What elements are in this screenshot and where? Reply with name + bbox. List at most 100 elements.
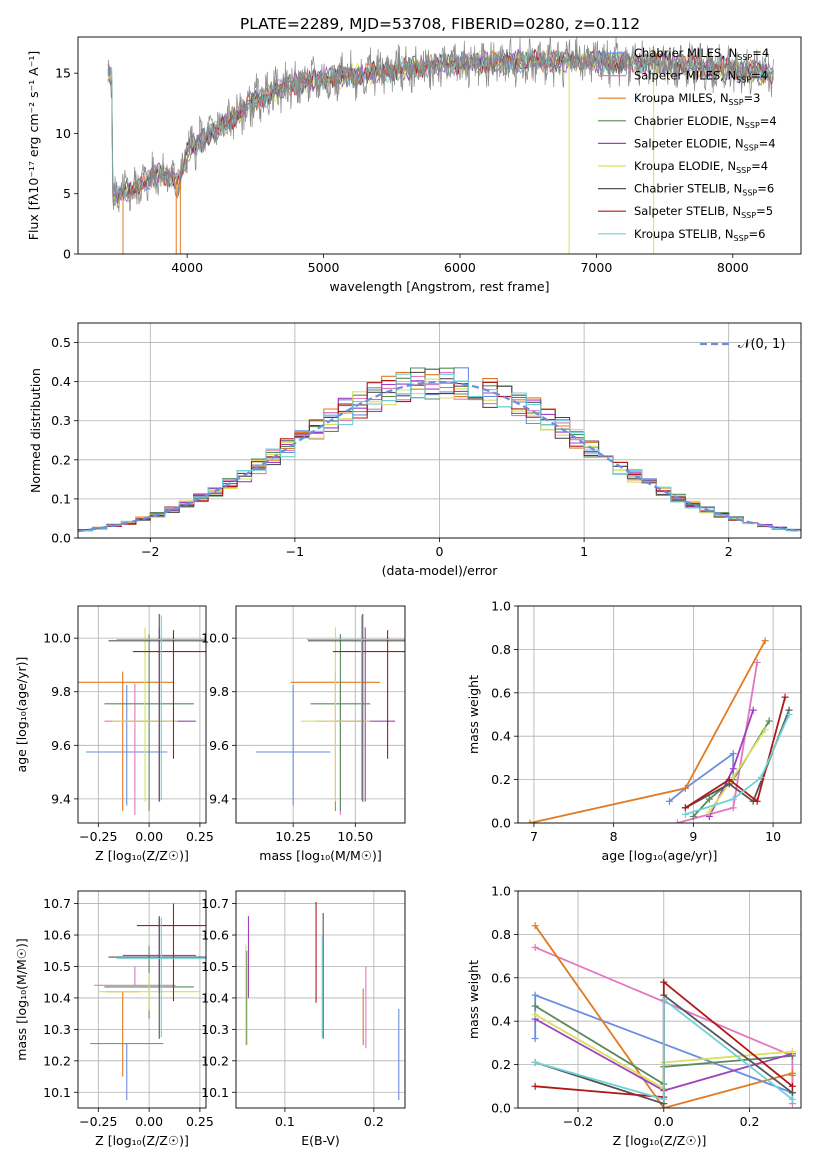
residual-histogram — [78, 378, 801, 532]
legend-label: Kroupa ELODIE, NSSP=4 — [634, 159, 768, 175]
y-axis-label: mass [log₁₀(M/M☉)] — [14, 938, 29, 1060]
y-tick-label: 10.7 — [43, 896, 71, 911]
massweight-vs-age-panel: 7 8 9 10 0.0 0.2 0.4 0.6 0.8 1.0 age [log₁₀(age/yr… — [466, 599, 802, 863]
legend-label: Chabrier ELODIE, NSSP=4 — [634, 114, 777, 130]
weight-lines — [526, 637, 793, 823]
x-axis-label: Z [log₁₀(Z/Z☉)] — [613, 1133, 707, 1148]
x-tick-label: 9 — [689, 829, 697, 844]
y-tick-label: 10.5 — [43, 959, 71, 974]
weight-line — [668, 751, 735, 802]
legend-label: Chabrier MILES, NSSP=4 — [634, 46, 769, 62]
y-tick-label: 9.4 — [209, 791, 229, 806]
massweight-vs-Z-panel: −0.2 0.0 0.2 0.0 0.2 0.4 0.6 0.8 1.0 Z [log₁₀(Z/Z… — [466, 884, 802, 1148]
y-tick-label: 0.4 — [51, 374, 71, 389]
y-tick-label: 9.8 — [51, 684, 71, 699]
weight-line — [529, 640, 766, 823]
spectrum-panel: 4000 5000 6000 7000 8000 0 5 10 15 wavelength [An… — [26, 36, 802, 294]
legend-value: =6 — [749, 227, 766, 241]
errorbars — [90, 903, 206, 1101]
x-tick-label: 4000 — [171, 260, 203, 275]
x-axis-label: Z [log₁₀(Z/Z☉)] — [95, 1133, 189, 1148]
legend-text: Chabrier STELIB, N — [634, 182, 742, 196]
legend-subscript: SSP — [745, 121, 760, 130]
legend-text: Chabrier MILES, N — [634, 46, 737, 60]
y-tick-label: 10.6 — [43, 928, 71, 943]
legend-subscript: SSP — [742, 189, 757, 198]
y-tick-label: 10 — [55, 126, 71, 141]
y-tick-label: 0.8 — [491, 642, 511, 657]
errorbars — [78, 614, 206, 815]
legend-text: Salpeter MILES, N — [634, 69, 736, 83]
x-tick-label: 0.1 — [275, 1114, 295, 1129]
age-vs-Z-panel: −0.25 0.00 0.25 9.4 9.6 9.8 10.0 Z [log₁₀(Z/Z☉)… — [14, 605, 214, 863]
y-tick-label: 10.5 — [201, 959, 229, 974]
x-tick-label: −0.2 — [563, 1114, 593, 1129]
x-tick-label: −1 — [286, 544, 304, 559]
legend-text: Chabrier ELODIE, N — [634, 114, 745, 128]
legend-value: =4 — [759, 136, 776, 150]
y-tick-label: 0.6 — [491, 685, 511, 700]
y-tick-label: 9.4 — [51, 791, 71, 806]
x-tick-label: 0 — [436, 544, 444, 559]
legend-value: =4 — [751, 69, 768, 83]
legend-text: Kroupa ELODIE, N — [634, 159, 736, 173]
legend-label: Salpeter ELODIE, NSSP=4 — [634, 136, 776, 152]
y-tick-label: 10.2 — [43, 1053, 71, 1068]
spectrum-lines — [107, 37, 775, 254]
y-tick-label: 10.3 — [201, 1022, 229, 1037]
axes-frame — [235, 890, 406, 1109]
legend-value: =6 — [757, 182, 774, 196]
y-tick-label: 0.2 — [491, 1057, 511, 1072]
legend-value: =4 — [752, 46, 769, 60]
legend-text: Salpeter ELODIE, N — [634, 136, 744, 150]
errorbars — [245, 902, 400, 1101]
legend-label: 𝒩(0, 1) — [738, 337, 785, 352]
x-axis-label: E(B-V) — [301, 1133, 340, 1148]
x-tick-label: 0.0 — [654, 1114, 674, 1129]
x-tick-label: 0.25 — [186, 829, 214, 844]
residuals-panel: −2 −1 0 1 2 0.0 0.1 0.2 0.3 0.4 0.5 (data-model)/er… — [28, 322, 802, 578]
y-tick-label: 0.3 — [51, 413, 71, 428]
y-tick-label: 0.0 — [491, 816, 511, 831]
legend-value: =5 — [756, 204, 773, 218]
y-tick-label: 0.1 — [51, 491, 71, 506]
x-tick-label: 1 — [580, 544, 588, 559]
x-tick-label: −0.25 — [79, 829, 117, 844]
mass-vs-Z-panel: −0.25 0.00 0.25 10.1 10.2 10.3 10.4 10.5 10.6 10.… — [14, 890, 214, 1148]
x-tick-label: 10.50 — [337, 829, 373, 844]
x-tick-label: 7000 — [580, 260, 612, 275]
y-tick-label: 5 — [63, 186, 71, 201]
legend-subscript: SSP — [744, 143, 759, 152]
x-tick-label: 0.2 — [364, 1114, 384, 1129]
y-tick-label: 10.0 — [43, 631, 71, 646]
y-tick-label: 9.6 — [51, 738, 71, 753]
y-axis-label: mass weight — [466, 675, 481, 754]
y-tick-label: 0 — [63, 247, 71, 262]
y-axis-label: mass weight — [466, 960, 481, 1039]
legend-value: =4 — [760, 114, 777, 128]
legend-value: =4 — [751, 159, 768, 173]
x-axis-label: Z [log₁₀(Z/Z☉)] — [95, 848, 189, 863]
figure-title: PLATE=2289, MJD=53708, FIBERID=0280, z=0… — [240, 15, 640, 33]
errorbars — [255, 614, 405, 815]
y-tick-label: 0.6 — [491, 970, 511, 985]
x-tick-label: 2 — [725, 544, 733, 559]
axes-frame — [77, 605, 207, 824]
x-axis-label: mass [log₁₀(M/M☉)] — [259, 848, 381, 863]
y-tick-label: 0.2 — [491, 772, 511, 787]
legend-subscript: SSP — [729, 98, 744, 107]
y-tick-label: 10.4 — [43, 990, 71, 1005]
x-tick-label: 10.25 — [275, 829, 311, 844]
x-tick-label: 7 — [530, 829, 538, 844]
y-tick-label: 10.1 — [201, 1085, 229, 1100]
x-axis-label: age [log₁₀(age/yr)] — [602, 848, 718, 863]
y-tick-label: 0.0 — [51, 531, 71, 546]
observed-spectrum-line — [107, 37, 775, 213]
y-tick-label: 0.4 — [491, 729, 511, 744]
legend-text: Salpeter STELIB, N — [634, 204, 741, 218]
legend-subscript: SSP — [737, 53, 752, 62]
x-tick-label: 0.00 — [135, 829, 163, 844]
y-tick-label: 9.8 — [209, 684, 229, 699]
x-tick-label: 6000 — [444, 260, 476, 275]
